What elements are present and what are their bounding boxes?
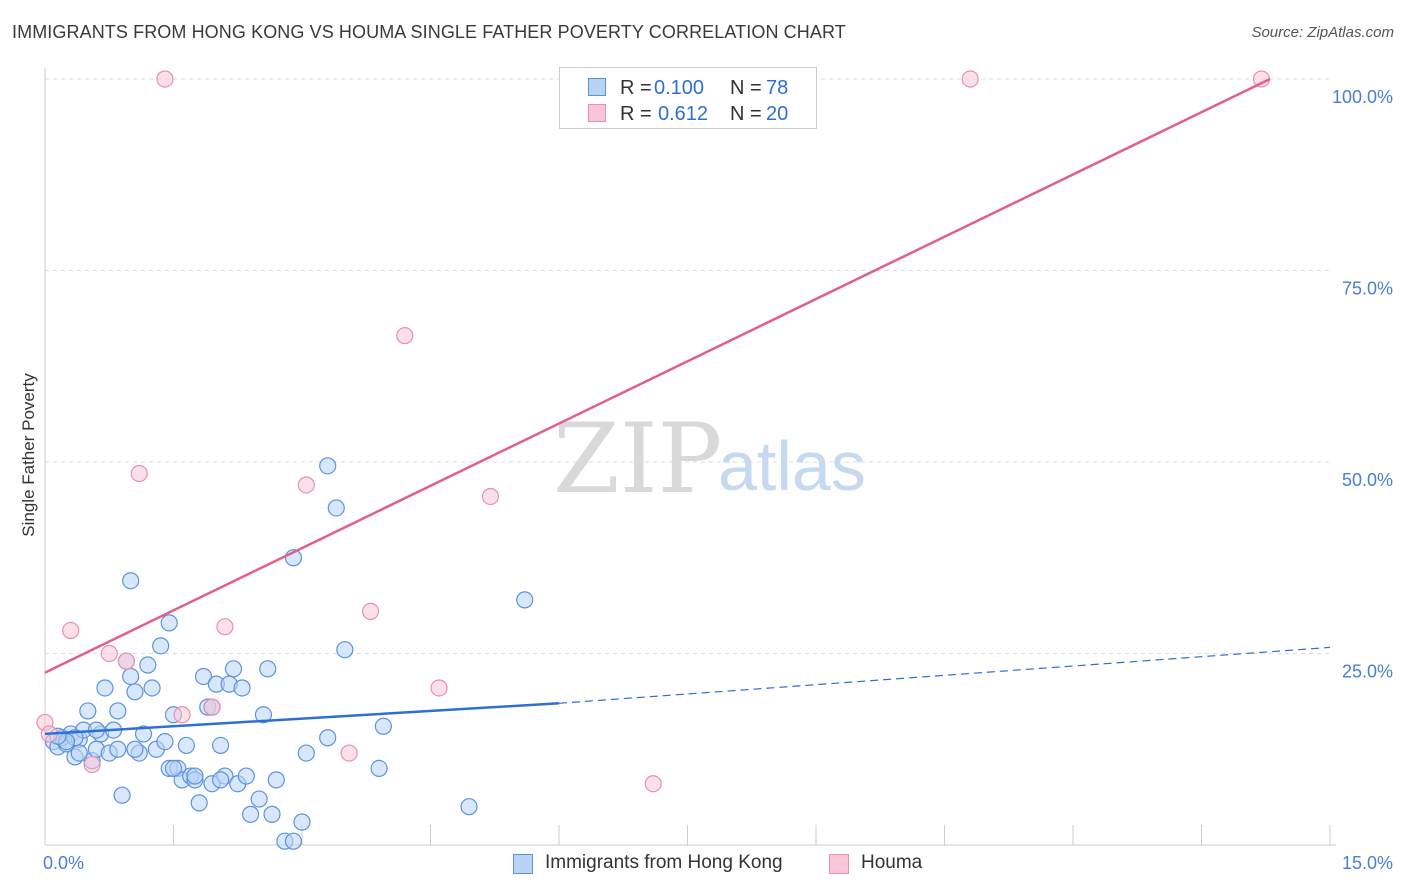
data-point	[460, 798, 478, 816]
data-point	[361, 602, 380, 620]
data-point	[194, 667, 213, 686]
legend-n-label: N =	[730, 103, 762, 125]
data-point	[961, 70, 979, 88]
data-point	[644, 775, 662, 793]
data-point	[109, 740, 127, 758]
data-point	[336, 641, 354, 659]
data-point	[481, 487, 500, 506]
data-point	[396, 327, 414, 345]
trend-lines	[44, 77, 1331, 736]
data-point	[242, 805, 260, 823]
data-point	[374, 717, 392, 735]
data-point	[216, 618, 234, 636]
data-point	[212, 736, 230, 755]
y-tick-label: 50.0%	[1342, 470, 1393, 490]
data-point	[237, 767, 255, 785]
bottom-legend-label: Immigrants from Hong Kong	[545, 852, 783, 873]
data-point	[250, 790, 268, 808]
legend-r-label: R =	[620, 103, 652, 125]
legend-r-value: 0.100	[654, 77, 705, 99]
data-point	[259, 660, 277, 678]
data-point	[254, 706, 273, 724]
data-point	[130, 464, 148, 483]
data-point	[190, 794, 208, 812]
data-point	[83, 755, 101, 774]
data-point	[100, 644, 118, 663]
legend-n-value: 78	[766, 77, 789, 99]
legend: R = 0.100 N = 78 R = 0.612 N = 20	[559, 67, 817, 129]
data-point	[126, 683, 144, 701]
legend-n-value: 20	[766, 103, 789, 125]
data-point	[139, 656, 157, 674]
data-point	[370, 759, 388, 778]
x-tick-labels: 0.0% 15.0%	[43, 853, 1393, 873]
bottom-legend-swatch-blue	[513, 854, 533, 874]
data-point	[340, 744, 358, 762]
data-point	[113, 786, 131, 804]
data-point	[126, 740, 144, 758]
series-houma	[36, 70, 1271, 793]
data-point	[233, 679, 251, 697]
x-tick-label: 0.0%	[43, 853, 84, 873]
data-point	[327, 499, 345, 517]
data-point	[284, 832, 303, 850]
x-tick-label: 15.0%	[1342, 853, 1393, 873]
watermark-zip: ZIP	[553, 403, 722, 515]
legend-swatch-pink	[588, 104, 606, 122]
data-point	[152, 637, 170, 655]
data-point	[134, 725, 153, 743]
data-point	[177, 736, 195, 755]
data-point	[430, 679, 448, 697]
legend-n-label: N =	[730, 77, 762, 99]
bottom-legend-swatch-pink	[829, 854, 849, 874]
legend-swatch-blue	[588, 78, 606, 96]
data-point	[122, 572, 140, 590]
source-credit: Source: ZipAtlas.com	[1251, 24, 1394, 41]
data-point	[186, 767, 204, 785]
data-point	[96, 679, 114, 697]
trend-line-hong-kong	[44, 702, 560, 736]
data-point	[297, 476, 315, 494]
data-point	[156, 70, 174, 88]
data-point	[122, 667, 140, 686]
data-point	[117, 652, 135, 670]
data-point	[164, 759, 183, 778]
data-point	[109, 702, 127, 720]
data-point	[516, 591, 534, 609]
data-point	[143, 679, 161, 697]
data-point	[319, 729, 337, 747]
data-point	[293, 813, 311, 831]
data-point	[70, 744, 88, 762]
data-point	[156, 732, 174, 751]
watermark-atlas: atlas	[718, 427, 866, 505]
legend-r-label: R =	[620, 77, 652, 99]
data-point	[212, 771, 230, 789]
data-point	[79, 702, 97, 720]
data-point	[267, 771, 285, 789]
data-point	[203, 698, 221, 716]
legend-r-value: 0.612	[658, 103, 709, 125]
y-tick-labels: 100.0% 75.0% 50.0% 25.0%	[1332, 87, 1393, 682]
y-tick-label: 75.0%	[1342, 279, 1393, 299]
trend-line-hong-kong-extension	[558, 646, 1331, 704]
data-point	[160, 614, 178, 632]
data-point	[173, 706, 191, 724]
data-point	[297, 744, 315, 762]
y-tick-label: 100.0%	[1332, 87, 1393, 107]
gridlines	[45, 78, 1330, 654]
chart-title: IMMIGRANTS FROM HONG KONG VS HOUMA SINGL…	[12, 22, 846, 42]
watermark: ZIP atlas	[553, 403, 866, 515]
data-point	[224, 660, 243, 678]
bottom-legend-label: Houma	[861, 852, 923, 873]
y-tick-label: 25.0%	[1342, 662, 1393, 682]
data-point	[263, 805, 281, 823]
trend-line-houma	[44, 77, 1271, 674]
y-axis-label: Single Father Poverty	[19, 373, 38, 537]
data-point	[62, 621, 80, 640]
data-point	[319, 457, 337, 475]
